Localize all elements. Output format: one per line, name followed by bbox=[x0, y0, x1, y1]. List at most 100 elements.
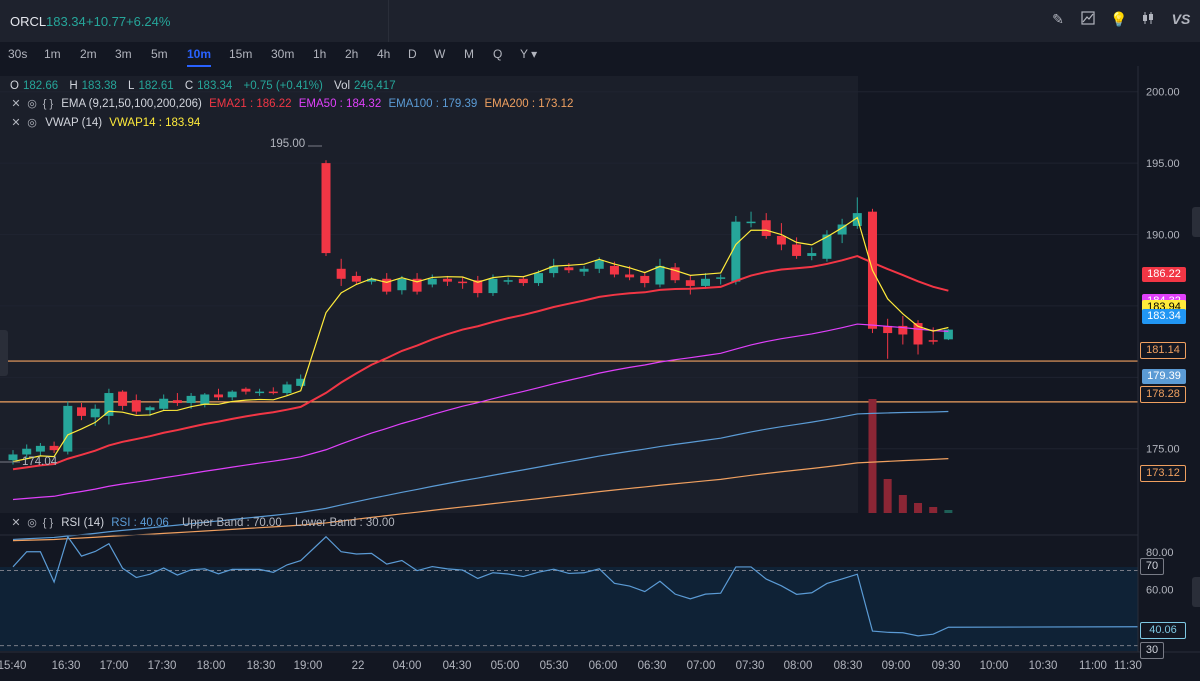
volume-bar bbox=[944, 510, 953, 513]
tf-m[interactable]: M bbox=[464, 47, 474, 61]
tf-y[interactable]: Y ▾ bbox=[520, 47, 538, 61]
vwap-value: VWAP14 : 183.94 bbox=[109, 117, 201, 129]
o-value: 182.66 bbox=[22, 80, 59, 92]
candle-body bbox=[186, 395, 196, 404]
candle-body bbox=[118, 391, 128, 406]
tf-1m[interactable]: 1m bbox=[44, 47, 61, 61]
high-annotation: 195.00 bbox=[270, 138, 306, 150]
vs-icon[interactable]: VS bbox=[1171, 11, 1191, 27]
candle-body bbox=[473, 280, 483, 294]
h-value: 183.38 bbox=[81, 80, 117, 92]
candle-body bbox=[731, 221, 741, 282]
vwap-legend: ✕ ◎ VWAP (14) VWAP14 : 183.94 bbox=[10, 117, 204, 129]
ema100-line bbox=[12, 410, 949, 541]
session-highlight bbox=[0, 76, 858, 513]
tf-4h[interactable]: 4h bbox=[377, 47, 391, 61]
close-icon[interactable]: ✕ bbox=[11, 117, 21, 129]
time-axis-bg bbox=[0, 652, 1200, 681]
candle-body bbox=[534, 273, 544, 284]
rsi-tick-label: 80.00 bbox=[1146, 547, 1174, 559]
tf-30s[interactable]: 30s bbox=[8, 47, 28, 61]
price-change-pct: +6.24% bbox=[126, 14, 171, 29]
volume-bar bbox=[929, 507, 938, 513]
candle-body bbox=[296, 378, 306, 386]
lightbulb-icon[interactable]: 💡 bbox=[1110, 11, 1128, 27]
volume-bars bbox=[868, 399, 953, 513]
x-tick-label: 11:00 bbox=[1079, 660, 1107, 672]
c-label: C bbox=[184, 80, 194, 92]
close-icon[interactable]: ✕ bbox=[11, 98, 21, 110]
candle-body bbox=[609, 265, 619, 275]
volume-bar bbox=[868, 399, 877, 513]
eye-icon[interactable]: ◎ bbox=[27, 98, 37, 110]
tf-2m[interactable]: 2m bbox=[80, 47, 97, 61]
x-tick-label: 06:00 bbox=[589, 660, 618, 672]
candle-body bbox=[397, 278, 407, 291]
candle-body bbox=[321, 163, 331, 254]
x-tick-label: 04:30 bbox=[443, 660, 472, 672]
candle-body bbox=[883, 325, 893, 334]
rsi-value: RSI : 40.06 bbox=[111, 517, 169, 529]
candle-body bbox=[49, 445, 59, 451]
vol-value: 246,417 bbox=[354, 80, 396, 92]
ema-legend: ✕ ◎ { } EMA (9,21,50,100,200,206) EMA21 : … bbox=[10, 98, 577, 110]
price-tag-level-1: 181.14 bbox=[1140, 342, 1186, 359]
x-tick-label: 08:30 bbox=[834, 660, 863, 672]
candle-body bbox=[214, 394, 223, 398]
tf-30m[interactable]: 30m bbox=[271, 47, 295, 61]
braces-icon[interactable]: { } bbox=[42, 98, 54, 110]
tf-q[interactable]: Q bbox=[493, 47, 503, 61]
x-tick-label: 08:00 bbox=[784, 660, 813, 672]
tf-2h[interactable]: 2h bbox=[345, 47, 359, 61]
candle-body bbox=[145, 407, 155, 411]
tf-w[interactable]: W bbox=[434, 47, 446, 61]
candle-body bbox=[670, 267, 680, 281]
x-tick-label: 10:00 bbox=[980, 660, 1009, 672]
candle-body bbox=[564, 267, 574, 271]
vwap-line bbox=[12, 216, 949, 463]
candle-body bbox=[792, 244, 802, 256]
rsi-scroll-button[interactable] bbox=[1192, 577, 1200, 607]
tf-10m[interactable]: 10m bbox=[187, 47, 212, 67]
x-tick-label: 07:00 bbox=[687, 660, 716, 672]
x-tick-label: 18:30 bbox=[247, 660, 276, 672]
tf-15m[interactable]: 15m bbox=[229, 47, 253, 61]
tf-d[interactable]: D bbox=[408, 47, 417, 61]
candle-body bbox=[172, 400, 182, 404]
rsi-tag-70: 70 bbox=[1140, 558, 1164, 575]
x-tick-label: 05:00 bbox=[491, 660, 520, 672]
candle-body bbox=[549, 265, 559, 274]
tf-1h[interactable]: 1h bbox=[313, 47, 327, 61]
ema200-line bbox=[12, 458, 949, 542]
grid bbox=[0, 91, 1138, 450]
timeframe-bar: 30s 1m 2m 3m 5m 10m 15m 30m 1h 2h 4h D W… bbox=[0, 42, 1200, 67]
candle-body bbox=[807, 253, 817, 256]
candle-body bbox=[336, 268, 346, 279]
rsi-name: RSI (14) bbox=[61, 517, 105, 529]
eye-icon[interactable]: ◎ bbox=[27, 117, 37, 129]
h-label: H bbox=[69, 80, 78, 92]
candle-body bbox=[503, 280, 513, 282]
tf-5m[interactable]: 5m bbox=[151, 47, 168, 61]
candle-body bbox=[159, 398, 169, 409]
close-icon[interactable]: ✕ bbox=[11, 517, 21, 529]
symbol-label[interactable]: ORCL bbox=[10, 14, 47, 29]
braces-icon[interactable]: { } bbox=[42, 517, 54, 529]
rsi-pane bbox=[0, 534, 1139, 651]
eye-icon[interactable]: ◎ bbox=[27, 517, 37, 529]
chart-icon[interactable] bbox=[1080, 11, 1096, 27]
price-tag-last: 183.34 bbox=[1142, 309, 1186, 324]
ema100-value: EMA100 : 179.39 bbox=[388, 98, 478, 110]
candle-body bbox=[412, 278, 422, 292]
candles-icon[interactable] bbox=[1140, 11, 1156, 27]
tf-3m[interactable]: 3m bbox=[115, 47, 132, 61]
scroll-left-button[interactable] bbox=[0, 330, 8, 376]
candle-body bbox=[898, 325, 908, 335]
scroll-right-button[interactable] bbox=[1192, 207, 1200, 237]
candle-body bbox=[268, 391, 278, 394]
candle-body bbox=[488, 278, 498, 294]
candle-body bbox=[351, 275, 361, 282]
candle-body bbox=[655, 265, 665, 285]
pencil-icon[interactable]: ✎ bbox=[1052, 11, 1064, 27]
